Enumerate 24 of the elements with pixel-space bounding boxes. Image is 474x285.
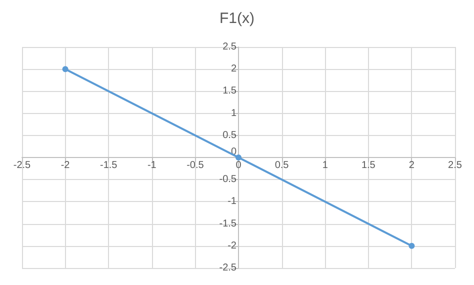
- x-tick-label: -1: [147, 160, 157, 171]
- x-tick-label: 2: [408, 160, 415, 171]
- y-tick-label: -1.5: [219, 218, 237, 230]
- x-tick-label: 1.5: [361, 160, 376, 171]
- x-tick-label: -2: [60, 160, 70, 171]
- y-tick-label: -0.5: [219, 174, 237, 186]
- x-tick-label: -0.5: [186, 160, 204, 171]
- y-tick-label: 2.5: [222, 42, 237, 52]
- x-tick-label: -2.5: [13, 160, 32, 171]
- x-tick-label: 1: [322, 160, 328, 171]
- point: [408, 242, 415, 249]
- y-tick-label: -2.5: [219, 262, 237, 274]
- y-tick-label: 0.5: [222, 130, 237, 141]
- x-tick-label: -1.5: [100, 160, 118, 171]
- y-tick-label: -2: [228, 240, 237, 252]
- x-tick-label: 0.5: [274, 160, 290, 171]
- x-tick-label: 2.5: [448, 160, 462, 171]
- y-tick-label: -1: [228, 196, 237, 208]
- y-tick-label: 1.5: [222, 86, 237, 97]
- point: [236, 154, 242, 160]
- point: [62, 66, 68, 72]
- chart-title: F1(x): [220, 10, 254, 27]
- y-tick-label: 1: [230, 108, 237, 119]
- y-tick-label: 2: [230, 64, 237, 75]
